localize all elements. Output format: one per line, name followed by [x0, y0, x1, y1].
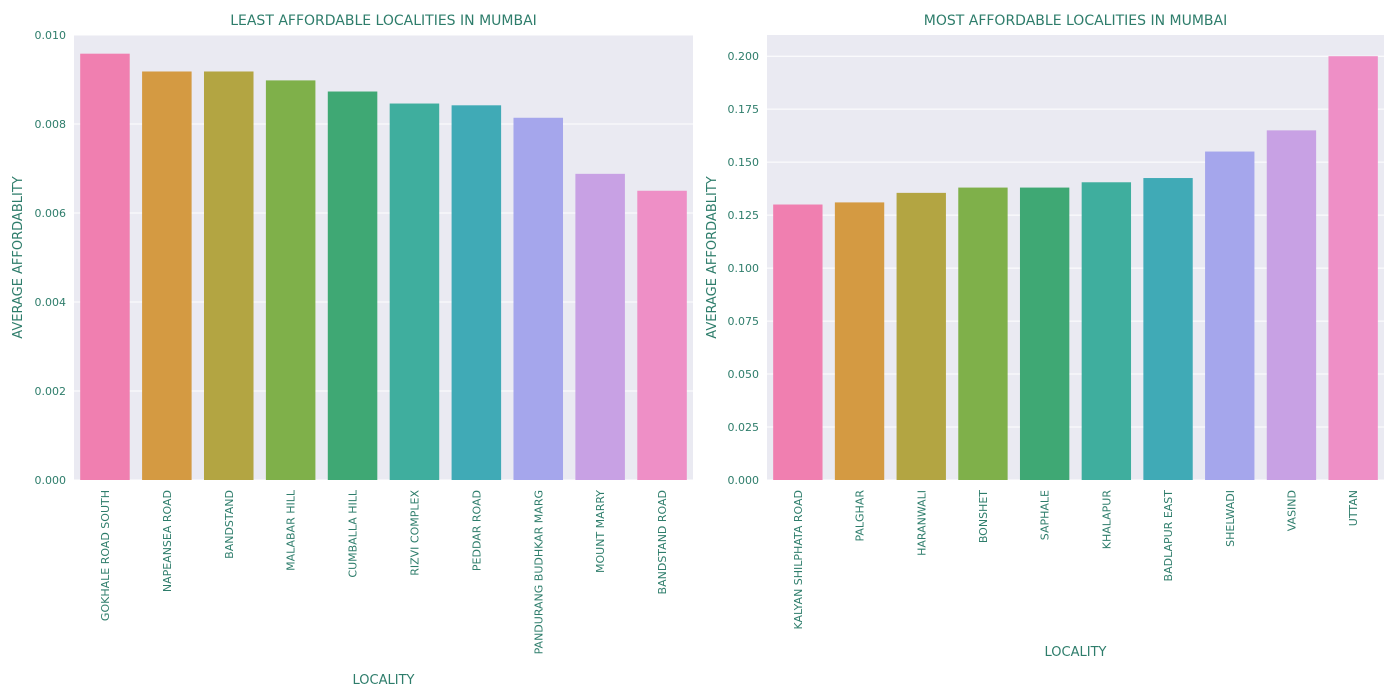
bar	[203, 71, 254, 481]
bar	[1081, 182, 1132, 480]
x-tick-label: KALYAN SHILPHATA ROAD	[792, 490, 805, 630]
x-tick-label: NAPEANSEA ROAD	[161, 490, 174, 592]
bar	[389, 103, 440, 480]
y-tick-label: 0.002	[35, 385, 67, 398]
y-tick-label: 0.004	[35, 296, 67, 309]
x-tick-label: MOUNT MARRY	[594, 490, 607, 573]
bar	[834, 202, 885, 480]
bar	[575, 173, 625, 480]
y-tick-label: 0.050	[728, 368, 760, 381]
x-tick-label: UTTAN	[1347, 490, 1360, 526]
x-tick-label: SHELWADI	[1224, 490, 1237, 547]
y-tick-label: 0.008	[35, 118, 67, 131]
x-tick-label: BANDSTAND ROAD	[656, 490, 669, 594]
x-tick-label: PALGHAR	[854, 490, 867, 542]
bar	[1019, 187, 1070, 481]
x-tick-label: SAPHALE	[1039, 490, 1052, 540]
chart-panel-1: 0.000 0.002 0.004 0.006 0.008 0.010 GOKHALE RO…	[11, 13, 693, 688]
bar	[265, 80, 316, 480]
bar	[142, 71, 192, 481]
x-tick-label: KHALAPUR	[1100, 490, 1113, 550]
bar	[513, 117, 564, 481]
x-axis-label: LOCALITY	[353, 673, 415, 688]
y-axis-label: AVERAGE AFFORDABLITY	[705, 176, 720, 338]
y-axis-label: AVERAGE AFFORDABLITY	[11, 176, 26, 338]
x-axis-label: LOCALITY	[1045, 645, 1107, 660]
chart-title: MOST AFFORDABLE LOCALITIES IN MUMBAI	[924, 13, 1227, 29]
y-tick-label: 0.100	[728, 262, 760, 275]
x-tick-label: PANDURANG BUDHKAR MARG	[532, 490, 545, 654]
x-tick-label: GOKHALE ROAD SOUTH	[99, 490, 112, 621]
bar	[637, 190, 687, 480]
chart-title: LEAST AFFORDABLE LOCALITIES IN MUMBAI	[230, 13, 537, 29]
y-tick-label: 0.025	[728, 421, 760, 434]
bar	[1328, 56, 1378, 480]
y-tick-label: 0.175	[728, 103, 760, 116]
chart-panel-2: 0.000 0.025 0.050 0.075 0.100 0.125 0.150 0.175…	[705, 13, 1384, 660]
x-tick-label: CUMBALLA HILL	[347, 489, 360, 577]
y-tick-label: 0.000	[35, 474, 67, 487]
x-tick-label: MALABAR HILL	[285, 489, 298, 571]
y-tick-label: 0.000	[728, 474, 760, 487]
bar	[773, 204, 823, 480]
bar	[1205, 151, 1255, 481]
x-tick-label: RIZVI COMPLEX	[408, 490, 421, 576]
y-tick-label: 0.150	[728, 156, 760, 169]
y-tick-label: 0.200	[728, 50, 760, 63]
x-tick-label: BONSHET	[977, 490, 990, 543]
x-tick-label: BANDSTAND	[223, 490, 236, 559]
x-tick-label: PEDDAR ROAD	[470, 490, 483, 571]
y-tick-label: 0.010	[35, 29, 67, 42]
x-tick-label: HARANWALI	[915, 490, 928, 556]
y-tick-label: 0.075	[728, 315, 760, 328]
bar	[1143, 178, 1193, 481]
bar	[80, 53, 130, 480]
bar	[958, 187, 1008, 481]
bar	[451, 105, 502, 480]
y-tick-label: 0.125	[728, 209, 760, 222]
y-tick-label: 0.006	[35, 207, 67, 220]
x-tick-label: BADLAPUR EAST	[1162, 490, 1175, 582]
x-tick-label: VASIND	[1285, 490, 1298, 531]
bar	[1266, 130, 1317, 480]
bar	[896, 192, 946, 480]
bar	[327, 91, 378, 480]
